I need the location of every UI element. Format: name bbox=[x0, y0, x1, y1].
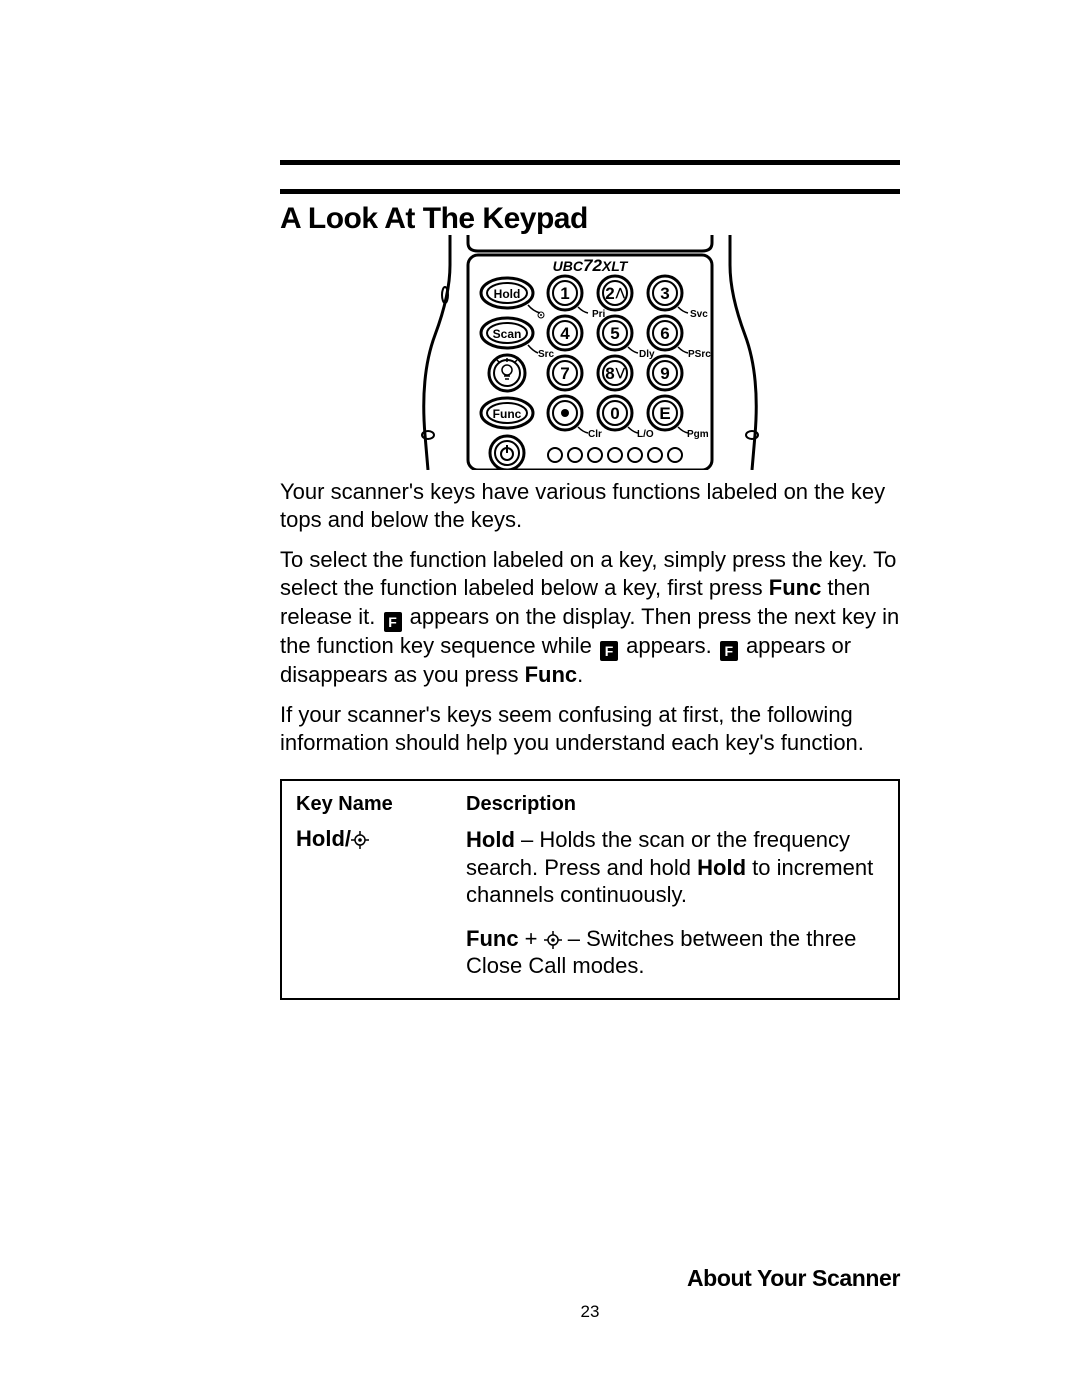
desc-para-2: Func + – Switches between the three Clos… bbox=[466, 925, 884, 980]
close-call-icon bbox=[351, 831, 369, 849]
svg-text:6: 6 bbox=[660, 324, 669, 343]
table-header-row: Key Name Description bbox=[296, 793, 884, 816]
svg-text:4: 4 bbox=[560, 324, 570, 343]
svg-text:Svc: Svc bbox=[690, 309, 708, 320]
section-title: A Look At The Keypad bbox=[280, 202, 900, 236]
svg-text:8⋁: 8⋁ bbox=[605, 364, 625, 383]
para2-func2: Func bbox=[525, 662, 578, 687]
func-indicator-icon: F bbox=[720, 641, 738, 661]
para2-text-d: appears. bbox=[620, 633, 718, 658]
paragraph-2: To select the function labeled on a key,… bbox=[280, 546, 900, 688]
svg-text:L/O: L/O bbox=[637, 429, 654, 440]
svg-text:Func: Func bbox=[493, 407, 522, 421]
svg-text:1: 1 bbox=[560, 284, 569, 303]
desc-para-1: Hold – Holds the scan or the frequency s… bbox=[466, 826, 884, 909]
svg-text:Pgm: Pgm bbox=[687, 429, 709, 440]
svg-text:Clr: Clr bbox=[588, 429, 602, 440]
key-desc-cell: Hold – Holds the scan or the frequency s… bbox=[466, 826, 884, 980]
func-indicator-icon: F bbox=[384, 612, 402, 632]
key-name-text: Hold/ bbox=[296, 826, 351, 851]
key-name-cell: Hold/ bbox=[296, 826, 466, 980]
top-rule-1 bbox=[280, 160, 900, 165]
desc-text: + bbox=[519, 926, 544, 951]
table-row: Hold/ Hold – Holds the scan or the frequ… bbox=[296, 826, 884, 980]
manual-page: A Look At The Keypad UBC72XLT Hold 1 bbox=[0, 0, 1080, 1397]
svg-text:5: 5 bbox=[610, 324, 619, 343]
svg-text:E: E bbox=[659, 404, 670, 423]
desc-bold: Hold bbox=[466, 827, 515, 852]
svg-text:Src: Src bbox=[538, 349, 555, 360]
svg-text:Dly: Dly bbox=[639, 349, 655, 360]
keypad-svg: UBC72XLT Hold 1 2⋀ 3 Pri Svc bbox=[420, 235, 760, 470]
svg-text:UBC72XLT: UBC72XLT bbox=[553, 256, 629, 275]
para2-func1: Func bbox=[769, 575, 822, 600]
svg-text:7: 7 bbox=[560, 364, 569, 383]
svg-text:0: 0 bbox=[610, 404, 619, 423]
top-rule-2 bbox=[280, 189, 900, 194]
key-function-table: Key Name Description Hold/ Hold – Holds … bbox=[280, 779, 900, 1000]
footer-section-title: About Your Scanner bbox=[687, 1265, 900, 1292]
desc-bold: Func bbox=[466, 926, 519, 951]
svg-text:2⋀: 2⋀ bbox=[605, 284, 625, 303]
keypad-illustration: UBC72XLT Hold 1 2⋀ 3 Pri Svc bbox=[280, 235, 900, 470]
svg-text:Pri: Pri bbox=[592, 309, 606, 320]
svg-text:3: 3 bbox=[660, 284, 669, 303]
header-key-name: Key Name bbox=[296, 793, 466, 816]
page-number: 23 bbox=[0, 1302, 1080, 1322]
header-description: Description bbox=[466, 793, 884, 816]
svg-text:Scan: Scan bbox=[493, 327, 522, 341]
svg-text:Hold: Hold bbox=[494, 287, 521, 301]
paragraph-3: If your scanner's keys seem confusing at… bbox=[280, 701, 900, 757]
close-call-icon bbox=[544, 931, 562, 949]
paragraph-1: Your scanner's keys have various functio… bbox=[280, 478, 900, 534]
desc-bold: Hold bbox=[697, 855, 746, 880]
svg-text:9: 9 bbox=[660, 364, 669, 383]
para2-text-f: . bbox=[577, 662, 583, 687]
func-indicator-icon: F bbox=[600, 641, 618, 661]
svg-text:PSrc: PSrc bbox=[688, 349, 711, 360]
